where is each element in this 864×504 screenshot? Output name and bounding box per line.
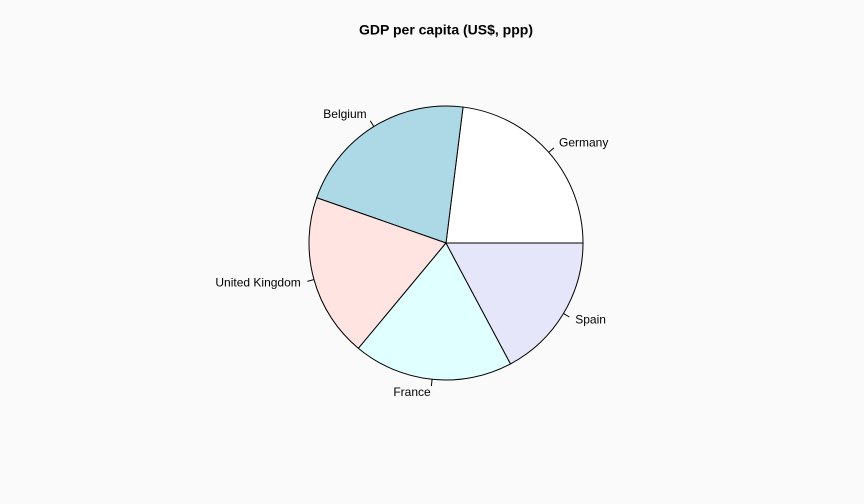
slice-label: Spain — [575, 313, 606, 327]
label-tick — [369, 120, 375, 127]
slice-label: Belgium — [323, 107, 366, 121]
label-tick — [307, 279, 315, 282]
label-tick — [563, 313, 570, 318]
slice-label: France — [393, 385, 431, 399]
pie-slice — [445, 106, 584, 244]
slice-label: Germany — [559, 135, 608, 149]
label-tick — [548, 147, 555, 153]
chart-title: GDP per capita (US$, ppp) — [359, 22, 533, 38]
pie-slice — [357, 242, 512, 381]
slice-label: United Kingdom — [215, 275, 300, 289]
label-tick — [430, 379, 433, 387]
